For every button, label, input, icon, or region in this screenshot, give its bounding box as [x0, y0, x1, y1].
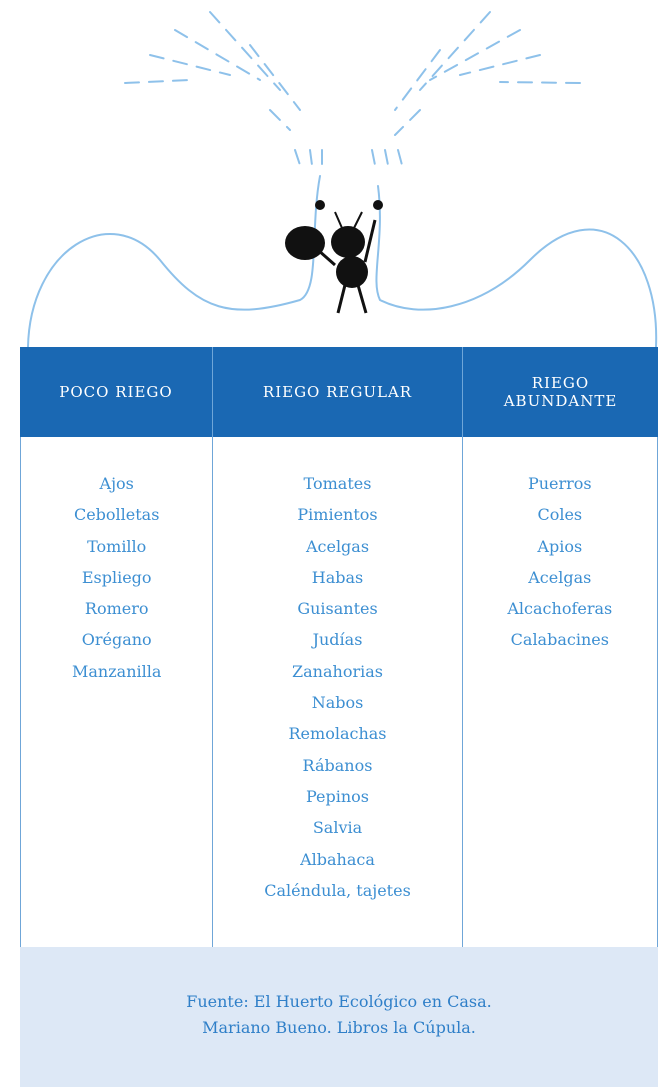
plant-item: Puerros [527, 474, 592, 493]
plant-item: Pimientos [297, 505, 378, 525]
plant-item: Manzanilla [72, 661, 162, 681]
plant-item: Cebolletas [73, 505, 160, 525]
plant-item: Coles [537, 505, 583, 525]
plant-item: Nabos [311, 693, 364, 713]
plant-item: Tomates [303, 474, 372, 493]
plant-item: Albahaca [300, 849, 375, 869]
plant-item: Caléndula, tajetes [264, 880, 411, 900]
plant-item: Calabacines [510, 630, 609, 650]
plant-item: Acelgas [305, 536, 370, 556]
plant-item: Apios [537, 536, 583, 556]
column-header: RIEGO ABUNDANTE [463, 347, 658, 437]
column-header: RIEGO REGULAR [213, 347, 463, 437]
source-line: Fuente: El Huerto Ecológico en Casa. [186, 992, 492, 1011]
plant-item: Ajos [99, 474, 134, 493]
plant-item: Guisantes [297, 599, 378, 619]
source-note: Fuente: El Huerto Ecológico en Casa. Mar… [20, 947, 658, 1087]
plant-item: Salvia [312, 818, 363, 838]
source-line: Mariano Bueno. Libros la Cúpula. [202, 1018, 476, 1037]
table: POCO RIEGO RIEGO REGULAR RIEGO ABUNDANTE… [20, 347, 658, 948]
column: Ajos Cebolletas Tomillo Espliego Romero Oréga… [21, 437, 214, 947]
plant-item: Romero [84, 599, 149, 619]
body-row: Ajos Cebolletas Tomillo Espliego Romero Oréga… [20, 437, 658, 948]
plant-item: Zanahorias [292, 661, 383, 681]
column: Tomates Pimientos Acelgas Habas Guisantes Jud… [213, 437, 463, 947]
illustration [27, 11, 658, 347]
plant-item: Orégano [81, 630, 152, 650]
plant-item: Remolachas [288, 724, 387, 744]
plant-item: Rábanos [302, 755, 373, 775]
plant-item: Acelgas [528, 567, 592, 587]
column-header: POCO RIEGO [20, 347, 213, 437]
column: Puerros Coles Apios Acelgas Alcachoferas Cala… [463, 437, 657, 947]
plant-item: Habas [311, 567, 364, 587]
plant-item: Espliego [81, 567, 152, 587]
header-row: POCO RIEGO RIEGO REGULAR RIEGO ABUNDANTE [20, 347, 658, 437]
plant-item: Judías [312, 630, 363, 650]
plant-item: Pepinos [305, 786, 370, 806]
plant-item: Tomillo [87, 536, 147, 556]
plant-item: Alcachoferas [507, 599, 613, 619]
